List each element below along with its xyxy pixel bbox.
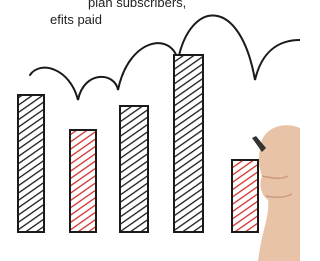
bar	[18, 95, 44, 232]
caption-line: efits paid	[50, 12, 102, 27]
caption-line: plan subscribers,	[88, 0, 186, 10]
page: {"caption": {"line1": "plan subscribers,…	[0, 0, 300, 261]
arc-curves	[30, 15, 300, 100]
bar	[232, 160, 258, 232]
bar	[120, 106, 148, 232]
bar	[174, 55, 203, 232]
bars	[18, 55, 258, 232]
hand	[252, 125, 300, 261]
illustration: plan subscribers, efits paid	[0, 0, 300, 261]
bar	[70, 130, 96, 232]
